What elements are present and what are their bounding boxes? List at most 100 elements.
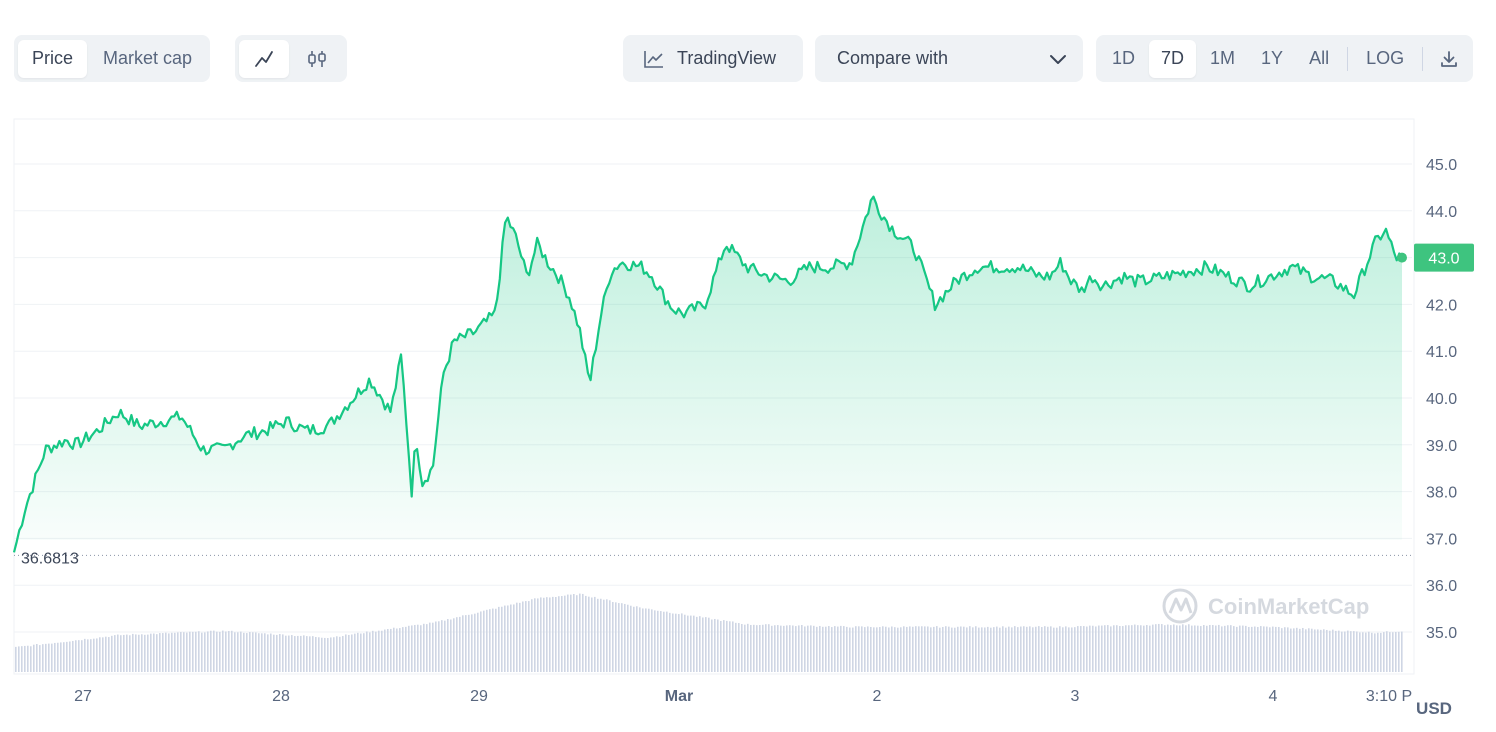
volume-bar xyxy=(1077,626,1079,672)
volume-bar xyxy=(618,603,620,672)
volume-bar xyxy=(1182,624,1184,672)
compare-with-label: Compare with xyxy=(837,48,949,68)
tradingview-label: TradingView xyxy=(677,48,777,68)
volume-bar xyxy=(126,634,128,672)
volume-bar xyxy=(96,638,98,672)
volume-bar xyxy=(1209,624,1211,672)
volume-bar xyxy=(495,608,497,672)
volume-bar xyxy=(996,626,998,672)
volume-bar xyxy=(120,635,122,672)
y-tick-label: 41.0 xyxy=(1426,344,1457,361)
volume-bar xyxy=(306,636,308,672)
volume-bar xyxy=(162,633,164,672)
volume-bar xyxy=(882,626,884,672)
volume-bar xyxy=(1263,626,1265,672)
volume-bar xyxy=(513,604,515,672)
volume-bar xyxy=(36,644,38,672)
volume-bar xyxy=(468,614,470,672)
volume-bar xyxy=(1347,630,1349,672)
volume-bar xyxy=(138,634,140,672)
volume-bar xyxy=(1014,626,1016,672)
volume-bar xyxy=(300,635,302,672)
volume-bar xyxy=(1158,623,1160,672)
volume-bar xyxy=(30,646,32,672)
volume-bar xyxy=(87,639,89,672)
log-scale-button[interactable]: LOG xyxy=(1366,48,1405,68)
volume-bar xyxy=(1053,627,1055,672)
volume-bar xyxy=(69,641,71,672)
volume-bar xyxy=(894,627,896,672)
volume-bar xyxy=(1092,625,1094,672)
volume-bar xyxy=(1017,627,1019,672)
volume-bar xyxy=(18,646,20,672)
volume-bar xyxy=(1023,626,1025,672)
volume-bar xyxy=(1152,624,1154,672)
line-chart-button[interactable] xyxy=(239,39,289,78)
volume-bar xyxy=(1107,625,1109,672)
range-1m[interactable]: 1M xyxy=(1210,48,1236,68)
volume-bar xyxy=(195,631,197,672)
range-1y[interactable]: 1Y xyxy=(1261,48,1284,68)
volume-bar xyxy=(540,597,542,672)
volume-bar xyxy=(966,627,968,672)
volume-bar xyxy=(1170,625,1172,672)
range-all[interactable]: All xyxy=(1309,48,1330,68)
volume-bar xyxy=(858,626,860,672)
tab-market-cap[interactable]: Market cap xyxy=(103,48,193,68)
volume-bar xyxy=(1119,625,1121,672)
volume-bar xyxy=(936,626,938,672)
volume-bar xyxy=(861,626,863,672)
range-1d[interactable]: 1D xyxy=(1112,48,1136,68)
volume-bar xyxy=(915,626,917,672)
volume-bar xyxy=(1047,626,1049,672)
volume-bar xyxy=(156,634,158,672)
volume-bar xyxy=(141,634,143,672)
volume-bar xyxy=(534,598,536,672)
volume-bar xyxy=(1143,625,1145,672)
volume-bar xyxy=(1215,625,1217,672)
download-button[interactable] xyxy=(1429,40,1469,78)
volume-bar xyxy=(1236,626,1238,672)
volume-bar xyxy=(1266,626,1268,672)
volume-bar xyxy=(783,625,785,672)
volume-bar xyxy=(903,626,905,672)
x-tick-label: 3:10 P xyxy=(1366,688,1412,705)
compare-with-dropdown[interactable]: Compare with xyxy=(815,35,1083,82)
volume-bar xyxy=(279,633,281,672)
volume-bar xyxy=(258,633,260,672)
chevron-down-icon xyxy=(1050,54,1066,64)
volume-bar xyxy=(585,595,587,672)
x-tick-label: 28 xyxy=(272,688,290,705)
volume-bar xyxy=(1272,626,1274,672)
tab-price[interactable]: Price xyxy=(18,39,88,78)
line-chart-icon xyxy=(255,50,273,67)
volume-bar xyxy=(675,613,677,672)
volume-bar xyxy=(1029,626,1031,672)
volume-bar xyxy=(1362,632,1364,672)
volume-bar xyxy=(606,599,608,672)
range-7d[interactable]: 7D xyxy=(1149,39,1197,78)
volume-bar xyxy=(246,633,248,672)
volume-bar xyxy=(282,634,284,672)
volume-bar xyxy=(183,632,185,672)
volume-bar xyxy=(144,634,146,672)
volume-bar xyxy=(645,608,647,672)
candlestick-chart-button[interactable] xyxy=(291,40,343,78)
download-icon xyxy=(1441,50,1458,67)
tradingview-button[interactable]: TradingView xyxy=(623,35,803,82)
volume-bar xyxy=(516,602,518,672)
volume-bar xyxy=(480,611,482,672)
volume-bar xyxy=(744,624,746,672)
volume-bar xyxy=(735,622,737,672)
volume-bar xyxy=(402,627,404,672)
volume-bar xyxy=(1089,625,1091,672)
volume-bar xyxy=(1338,630,1340,672)
volume-bar xyxy=(1098,625,1100,672)
volume-bar xyxy=(930,627,932,672)
y-tick-label: 39.0 xyxy=(1426,438,1457,455)
volume-bar xyxy=(678,614,680,672)
volume-bar xyxy=(717,619,719,672)
watermark-text: CoinMarketCap xyxy=(1208,594,1369,619)
volume-bar xyxy=(1311,628,1313,672)
